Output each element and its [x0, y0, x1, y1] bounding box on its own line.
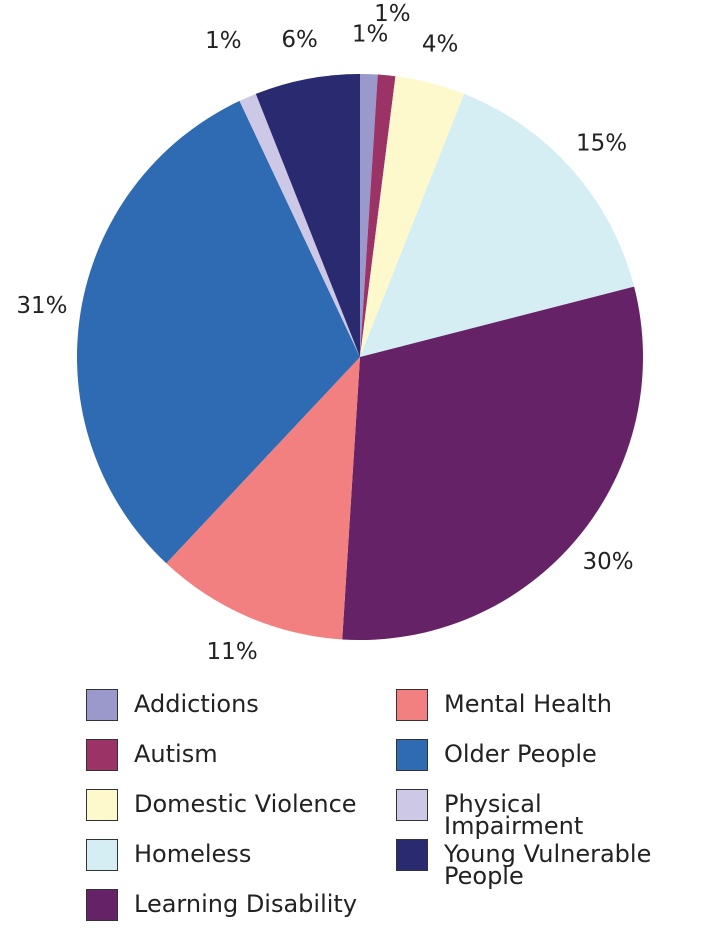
legend-swatch — [86, 889, 118, 921]
legend-item: Autism — [86, 739, 374, 771]
legend-swatch — [86, 839, 118, 871]
legend-swatch — [86, 789, 118, 821]
legend-swatch — [86, 739, 118, 771]
slice-label: 1% — [352, 22, 389, 48]
slice-label: 31% — [16, 293, 67, 319]
pie-slice — [342, 286, 643, 640]
slice-label: 1% — [205, 28, 242, 54]
legend-label: Mental Health — [444, 690, 612, 718]
legend-item: Homeless — [86, 839, 374, 871]
pie-slice — [360, 93, 635, 357]
legend-label: Older People — [444, 740, 597, 768]
legend-swatch — [396, 789, 428, 821]
slice-label: 4% — [422, 32, 459, 58]
pie-slice — [360, 74, 396, 357]
legend-item: Addictions — [86, 689, 374, 721]
legend-label: Learning Disability — [134, 890, 358, 918]
legend-swatch — [86, 689, 118, 721]
pie-slice — [255, 74, 360, 357]
legend-item: Older People — [396, 739, 664, 771]
legend-item: Mental Health — [396, 689, 664, 721]
legend-item: Young Vulnerable People — [396, 839, 664, 890]
legend-swatch — [396, 839, 428, 871]
pie-slice — [239, 93, 360, 357]
pie-slice — [76, 100, 360, 564]
legend-item: Domestic Violence — [86, 789, 374, 821]
legend-item: Learning Disability — [86, 889, 374, 921]
chart: 1%1%4%15%30%11%31%1% 6% — [16, 1, 643, 665]
slice-label: 6% — [281, 27, 318, 53]
legend-label: Homeless — [134, 840, 252, 868]
legend-swatch — [396, 689, 428, 721]
slice-label: 11% — [207, 639, 258, 665]
pie-slice — [166, 357, 360, 640]
legend-swatch — [396, 739, 428, 771]
slice-label: 30% — [583, 549, 634, 575]
slice-label: 1% — [374, 1, 411, 27]
pie-slice — [360, 76, 465, 357]
legend-item: Physical Impairment — [396, 789, 664, 840]
legend-label: Addictions — [134, 690, 259, 718]
pie-slice — [360, 74, 378, 357]
legend-label: Physical Impairment — [444, 790, 584, 840]
legend-label: Domestic Violence — [134, 790, 357, 818]
legend-label: Young Vulnerable People — [444, 840, 652, 890]
legend-label: Autism — [134, 740, 218, 768]
slice-label: 15% — [576, 131, 627, 157]
